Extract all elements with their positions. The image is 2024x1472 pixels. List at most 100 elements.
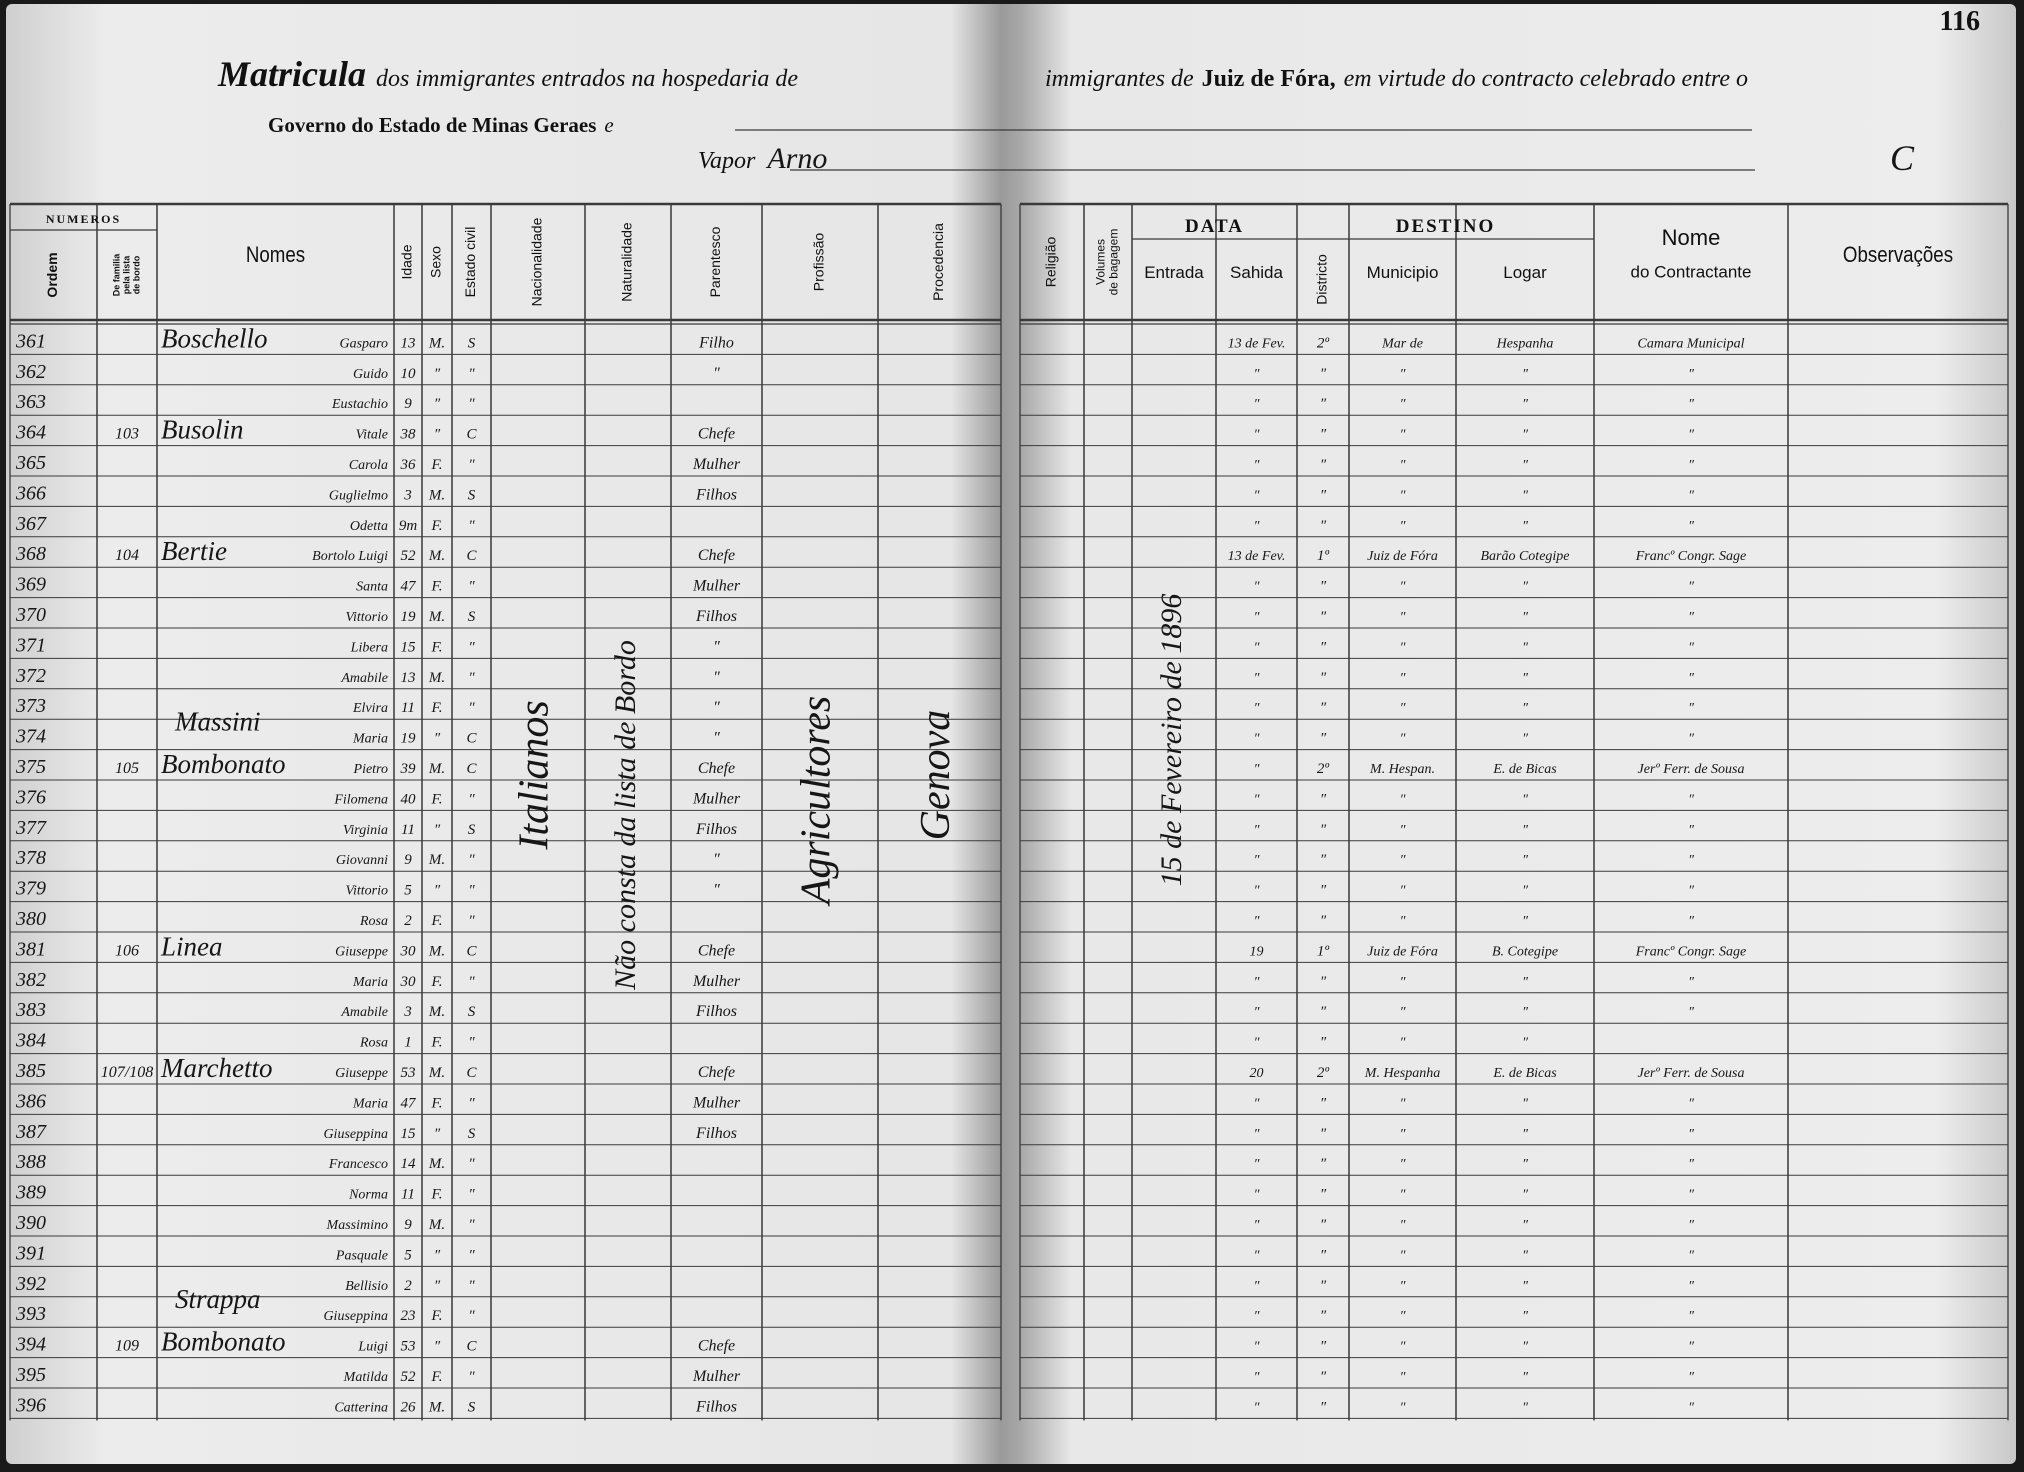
cell-idade: 15 xyxy=(401,639,417,655)
cell-logar: ″ xyxy=(1522,1096,1528,1111)
cell-estado: S xyxy=(468,822,476,838)
cell-logar: B. Cotegipe xyxy=(1492,944,1558,959)
cell-given-name: Eustachio xyxy=(331,397,388,412)
cell-logar: ″ xyxy=(1522,580,1528,595)
cell-logar: ″ xyxy=(1522,701,1528,716)
cell-sexo: M. xyxy=(428,548,445,564)
cell-given-name: Elvira xyxy=(352,701,388,716)
cell-logar: ″ xyxy=(1522,732,1528,747)
cell-sexo: M. xyxy=(428,1156,445,1172)
cell-municipio: ″ xyxy=(1400,1218,1406,1233)
cell-idade: 5 xyxy=(404,1247,412,1263)
cell-sahida: ″ xyxy=(1254,853,1260,868)
cell-districto: ″ xyxy=(1320,1339,1327,1355)
cell-estado: ″ xyxy=(468,791,475,807)
cell-parentesco: Chefe xyxy=(698,760,735,777)
cell-sahida: ″ xyxy=(1254,367,1260,382)
cell-ordem: 379 xyxy=(15,878,46,900)
cell-sahida: ″ xyxy=(1254,428,1260,443)
cell-estado: ″ xyxy=(468,700,475,716)
cell-given-name: Catterina xyxy=(334,1400,388,1415)
cell-estado: C xyxy=(466,548,477,564)
cell-districto: ″ xyxy=(1320,1369,1327,1385)
cell-contractante: ″ xyxy=(1688,1127,1694,1142)
cell-sexo: F. xyxy=(431,974,443,990)
cell-sahida: 19 xyxy=(1250,944,1264,959)
cell-sahida: ″ xyxy=(1254,1218,1260,1233)
cell-sahida: ″ xyxy=(1254,397,1260,412)
cell-sexo: F. xyxy=(431,457,443,473)
cell-logar: Hespanha xyxy=(1496,336,1554,351)
cell-ordem: 390 xyxy=(15,1212,46,1234)
cell-logar: ″ xyxy=(1522,1400,1528,1415)
cell-sahida: ″ xyxy=(1254,732,1260,747)
cell-logar: ″ xyxy=(1522,458,1528,473)
cell-sexo: ″ xyxy=(434,1339,441,1355)
cell-municipio: ″ xyxy=(1400,1036,1406,1051)
cell-sahida: ″ xyxy=(1254,1096,1260,1111)
cell-idade: 9 xyxy=(404,1217,412,1233)
cell-sexo: M. xyxy=(428,1217,445,1233)
cell-parentesco: ″ xyxy=(713,638,720,655)
cell-districto: ″ xyxy=(1320,883,1327,899)
cell-estado: ″ xyxy=(468,1156,475,1172)
cell-districto: ″ xyxy=(1320,457,1327,473)
cell-municipio: ″ xyxy=(1400,792,1406,807)
cell-parentesco: Mulher xyxy=(692,1368,741,1385)
cell-logar: ″ xyxy=(1522,975,1528,990)
cell-sexo: F. xyxy=(431,1187,443,1203)
cell-parentesco: Chefe xyxy=(698,1064,735,1081)
cell-logar: E. de Bicas xyxy=(1492,1066,1557,1081)
cell-sahida: ″ xyxy=(1254,1127,1260,1142)
cell-sexo: F. xyxy=(431,518,443,534)
cell-idade: 3 xyxy=(403,1004,412,1020)
cell-estado: ″ xyxy=(468,670,475,686)
cell-sexo: F. xyxy=(431,791,443,807)
cell-ordem: 395 xyxy=(15,1364,46,1386)
cell-sahida: ″ xyxy=(1254,1157,1260,1172)
title-line-right: immigrantes de Juiz de Fóra, em virtude do… xyxy=(1045,66,1748,92)
column-header: Parentesco xyxy=(707,226,723,297)
cell-districto: ″ xyxy=(1320,579,1327,595)
cell-sexo: ″ xyxy=(434,396,441,412)
cell-estado: ″ xyxy=(468,883,475,899)
cell-contractante: ″ xyxy=(1688,1370,1694,1385)
cell-sexo: ″ xyxy=(434,822,441,838)
cell-idade: 53 xyxy=(401,1339,416,1355)
cell-ordem: 370 xyxy=(15,604,46,626)
cell-idade: 52 xyxy=(401,1369,417,1385)
cell-given-name: Giuseppe xyxy=(335,1066,388,1081)
cell-surname: Strappa xyxy=(175,1284,261,1314)
column-header: Profissão xyxy=(811,233,827,292)
cell-districto: ″ xyxy=(1320,1247,1327,1263)
cell-given-name: Pietro xyxy=(353,762,388,777)
cell-contractante: ″ xyxy=(1688,701,1694,716)
cell-municipio: ″ xyxy=(1400,428,1406,443)
cell-districto: ″ xyxy=(1320,791,1327,807)
cell-estado: S xyxy=(468,1399,476,1415)
column-header: pela lista xyxy=(121,255,131,295)
cell-logar: ″ xyxy=(1522,671,1528,686)
cell-idade: 11 xyxy=(401,1187,415,1203)
cell-municipio: ″ xyxy=(1400,823,1406,838)
cell-contractante: ″ xyxy=(1688,975,1694,990)
cell-idade: 15 xyxy=(401,1126,417,1142)
cell-districto: 1º xyxy=(1317,548,1330,564)
cell-contractante: ″ xyxy=(1688,823,1694,838)
cell-contractante: ″ xyxy=(1688,397,1694,412)
cell-given-name: Vitale xyxy=(356,428,388,443)
cell-parentesco: ″ xyxy=(713,669,720,686)
cell-given-name: Santa xyxy=(356,580,388,595)
cell-sahida: ″ xyxy=(1254,1400,1260,1415)
column-header: Naturalidade xyxy=(619,222,635,302)
cell-idade: 19 xyxy=(401,609,417,625)
cell-sahida: ″ xyxy=(1254,640,1260,655)
cell-idade: 40 xyxy=(401,791,417,807)
cell-logar: ″ xyxy=(1522,1340,1528,1355)
margin-note: C xyxy=(1890,138,1915,178)
cell-parentesco: Mulher xyxy=(692,456,741,473)
cell-logar: ″ xyxy=(1522,640,1528,655)
cell-familia: 106 xyxy=(115,942,139,959)
cell-districto: ″ xyxy=(1320,913,1327,929)
cell-estado: S xyxy=(468,335,476,351)
